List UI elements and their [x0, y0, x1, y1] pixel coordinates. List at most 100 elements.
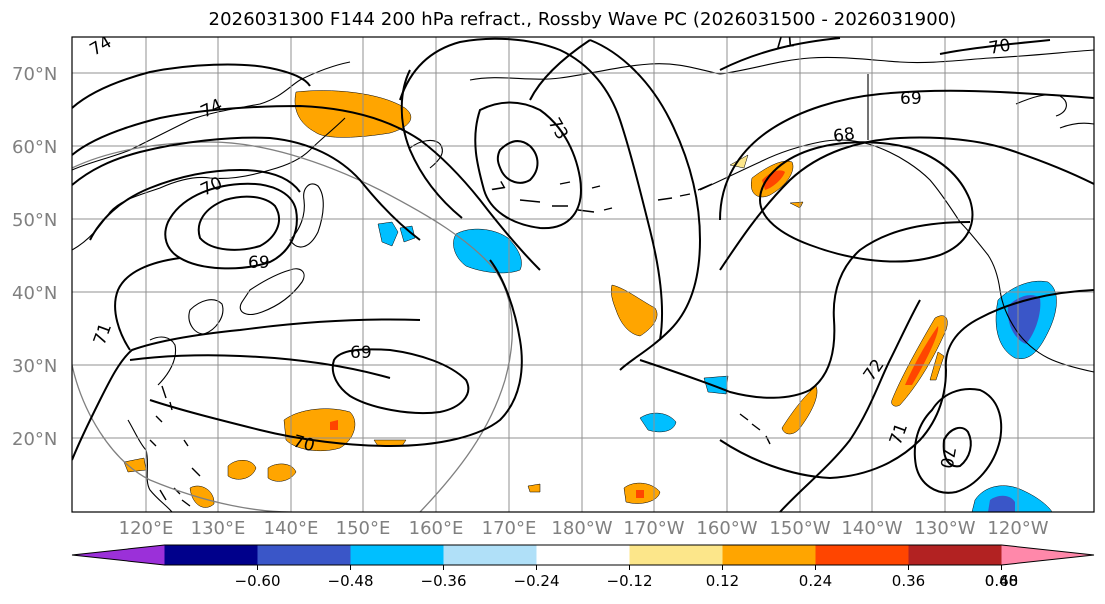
lat-label: 40°N — [12, 283, 57, 304]
lon-label: 150°W — [769, 518, 830, 539]
colorbar-segment — [257, 545, 351, 565]
lat-label: 70°N — [12, 64, 57, 85]
colorbar-tick-label: −0.48 — [328, 572, 374, 590]
strong-positive-anomaly-region — [905, 326, 939, 385]
positive-anomaly-region — [789, 201, 804, 209]
contour-label: 69 — [900, 89, 922, 109]
colorbar: −0.60 −0.48 −0.36 −0.24 −0.12 0.12 0.24 0.36 0.4… — [71, 544, 1095, 590]
contour-line — [400, 69, 463, 219]
refractivity-contours — [72, 37, 1094, 512]
island-chain — [519, 181, 613, 213]
contour-label: 71 — [90, 321, 116, 348]
positive-anomaly-region — [227, 460, 257, 480]
contour-line — [331, 348, 470, 415]
contour-label: 69 — [248, 253, 270, 273]
positive-anomaly-region — [267, 463, 297, 482]
positive-anomaly-region — [610, 284, 658, 337]
coastline — [239, 268, 305, 315]
contour-line — [129, 354, 391, 379]
islands — [149, 181, 771, 507]
colorbar-segment — [350, 545, 444, 565]
colorbar-tick-label: 0.12 — [706, 572, 739, 590]
coastline — [469, 63, 721, 81]
lon-label: 160°W — [696, 518, 757, 539]
lon-label: 160°E — [409, 518, 464, 539]
contour-label: 72 — [860, 356, 889, 385]
colorbar-tick-label: −0.36 — [421, 572, 467, 590]
colorbar-tick-label: −0.24 — [514, 572, 560, 590]
colorbar-segment — [536, 545, 630, 565]
contour-line — [72, 63, 311, 109]
coastline — [188, 299, 224, 335]
contour-line — [72, 318, 421, 461]
map-area: 74 74 71 70 69 68 73 7 70 69 71 69 70 72… — [72, 31, 1094, 512]
contour-line — [529, 39, 591, 101]
strong-positive-anomaly-region — [762, 170, 785, 190]
contour-line — [89, 168, 301, 241]
strong-positive-anomaly-region — [330, 420, 338, 430]
colorbar-segment — [815, 545, 909, 565]
colorbar-segment — [443, 545, 537, 565]
colorbar-tick-label: 0.36 — [892, 572, 925, 590]
lon-label: 170°E — [482, 518, 537, 539]
contour-label: 70 — [291, 432, 317, 457]
contour-line — [719, 289, 1094, 480]
contour-line — [719, 136, 1094, 271]
contour-label: 69 — [350, 343, 372, 363]
coastline — [409, 139, 443, 169]
contour-label: 70 — [987, 35, 1012, 58]
colorbar-segment — [164, 545, 258, 565]
strong-negative-anomaly-region — [988, 495, 1015, 512]
contour-line — [942, 426, 972, 468]
contour-label: 68 — [832, 124, 856, 147]
colorbar-tick-label: 0.60 — [985, 572, 1018, 590]
lat-label: 20°N — [12, 429, 57, 450]
lon-label: 140°E — [264, 518, 319, 539]
contour-line — [474, 101, 582, 230]
lon-label: 150°E — [336, 518, 391, 539]
contour-line — [913, 388, 1003, 494]
coastline — [1059, 122, 1094, 129]
positive-anomaly-region — [283, 408, 356, 451]
lat-label: 60°N — [12, 137, 57, 158]
lon-label: 120°E — [119, 518, 174, 539]
strong-positive-anomaly-region — [636, 490, 644, 498]
coastline — [149, 336, 177, 386]
contour-line — [779, 299, 921, 512]
island-chain — [657, 183, 713, 201]
coastlines — [72, 49, 1094, 512]
contour-line — [496, 140, 539, 184]
contour-labels: 74 74 71 70 69 68 73 7 70 69 71 69 70 72… — [87, 31, 1013, 470]
coastline — [289, 183, 324, 248]
map-title: 2026031300 F144 200 hPa refract., Rossby… — [208, 9, 957, 30]
contour-label: 74 — [198, 95, 226, 122]
colorbar-tick-label: 0.48 — [985, 572, 1018, 590]
graticule — [72, 37, 1094, 512]
contour-line — [399, 37, 663, 341]
positive-anomaly-region — [781, 385, 818, 435]
strong-negative-anomaly-region — [1007, 295, 1041, 344]
contour-line — [114, 257, 181, 351]
negative-anomaly-region — [453, 228, 522, 274]
lat-label: 50°N — [12, 210, 57, 231]
colorbar-tick-label: −0.60 — [235, 572, 281, 590]
colorbar-extend-low — [72, 545, 165, 565]
contour-label: 71 — [773, 31, 796, 53]
negative-anomaly-region — [377, 221, 399, 247]
lon-label: 130°W — [914, 518, 975, 539]
colorbar-tick-label: −0.12 — [607, 572, 653, 590]
contour-label: 71 — [886, 421, 912, 448]
great-circle-outline — [72, 141, 513, 512]
contour-label: 73 — [544, 115, 572, 144]
anomaly-shading — [123, 90, 1057, 512]
lon-label: 130°E — [191, 518, 246, 539]
contour-line — [149, 259, 523, 448]
longitude-labels: 120°E 130°E 140°E 150°E 160°E 170°E 180°… — [119, 518, 1049, 539]
contour-line — [719, 37, 841, 71]
contour-line — [589, 39, 702, 371]
lon-label: 120°W — [987, 518, 1048, 539]
contour-line — [72, 104, 541, 271]
coastline — [719, 49, 1094, 75]
positive-anomaly-region — [189, 485, 215, 508]
